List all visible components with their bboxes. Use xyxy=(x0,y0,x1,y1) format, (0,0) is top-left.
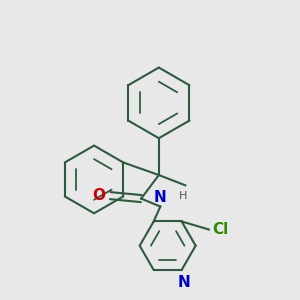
Text: N: N xyxy=(178,275,190,290)
Text: N: N xyxy=(154,190,167,205)
Text: O: O xyxy=(92,188,105,203)
Text: Cl: Cl xyxy=(212,222,228,237)
Text: H: H xyxy=(179,190,187,201)
